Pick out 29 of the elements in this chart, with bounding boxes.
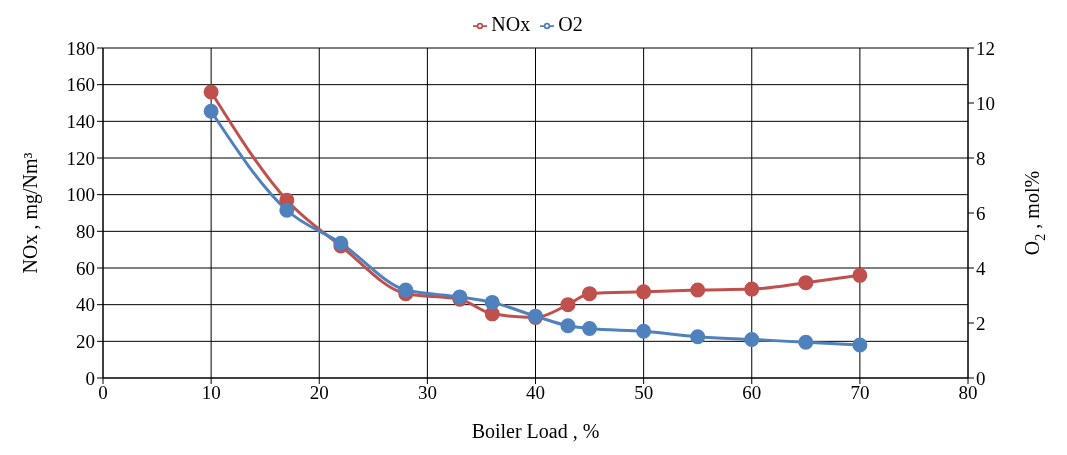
x-tick-label: 20 [309, 382, 329, 404]
x-tick-label: 60 [742, 382, 762, 404]
y2-tick-label: 4 [976, 257, 986, 279]
x-axis-title: Boiler Load , % [471, 420, 600, 442]
y-tick-label: 100 [66, 184, 95, 206]
y-axis-title: NOx , mg/Nm³ [18, 152, 42, 274]
x-tick-label: 30 [417, 382, 437, 404]
x-tick-label: 10 [201, 382, 221, 404]
x-tick-label: 70 [850, 382, 870, 404]
y-tick-label: 80 [76, 221, 95, 243]
y-tick-label: 160 [66, 74, 95, 96]
y2-tick-label: 6 [976, 202, 986, 224]
y-tick-label: 60 [76, 257, 95, 279]
y2-tick-label: 8 [976, 147, 986, 169]
x-tick-label: 50 [634, 382, 654, 404]
y-tick-label: 20 [76, 331, 95, 353]
x-tick-label: 80 [958, 382, 978, 404]
legend-label: O2 [558, 13, 583, 35]
y2-tick-label: 12 [976, 37, 995, 59]
y-tick-label: 0 [85, 367, 95, 389]
y-tick-label: 120 [66, 147, 95, 169]
y-tick-label: 140 [66, 111, 95, 133]
x-tick-label: 40 [526, 382, 545, 404]
legend-label: NOx [491, 13, 531, 35]
y2-tick-label: 10 [976, 92, 995, 114]
y2-tick-label: 2 [976, 312, 986, 334]
y2-tick-label: 0 [976, 367, 986, 389]
y-tick-label: 40 [76, 294, 95, 316]
y-tick-label: 180 [66, 37, 95, 59]
